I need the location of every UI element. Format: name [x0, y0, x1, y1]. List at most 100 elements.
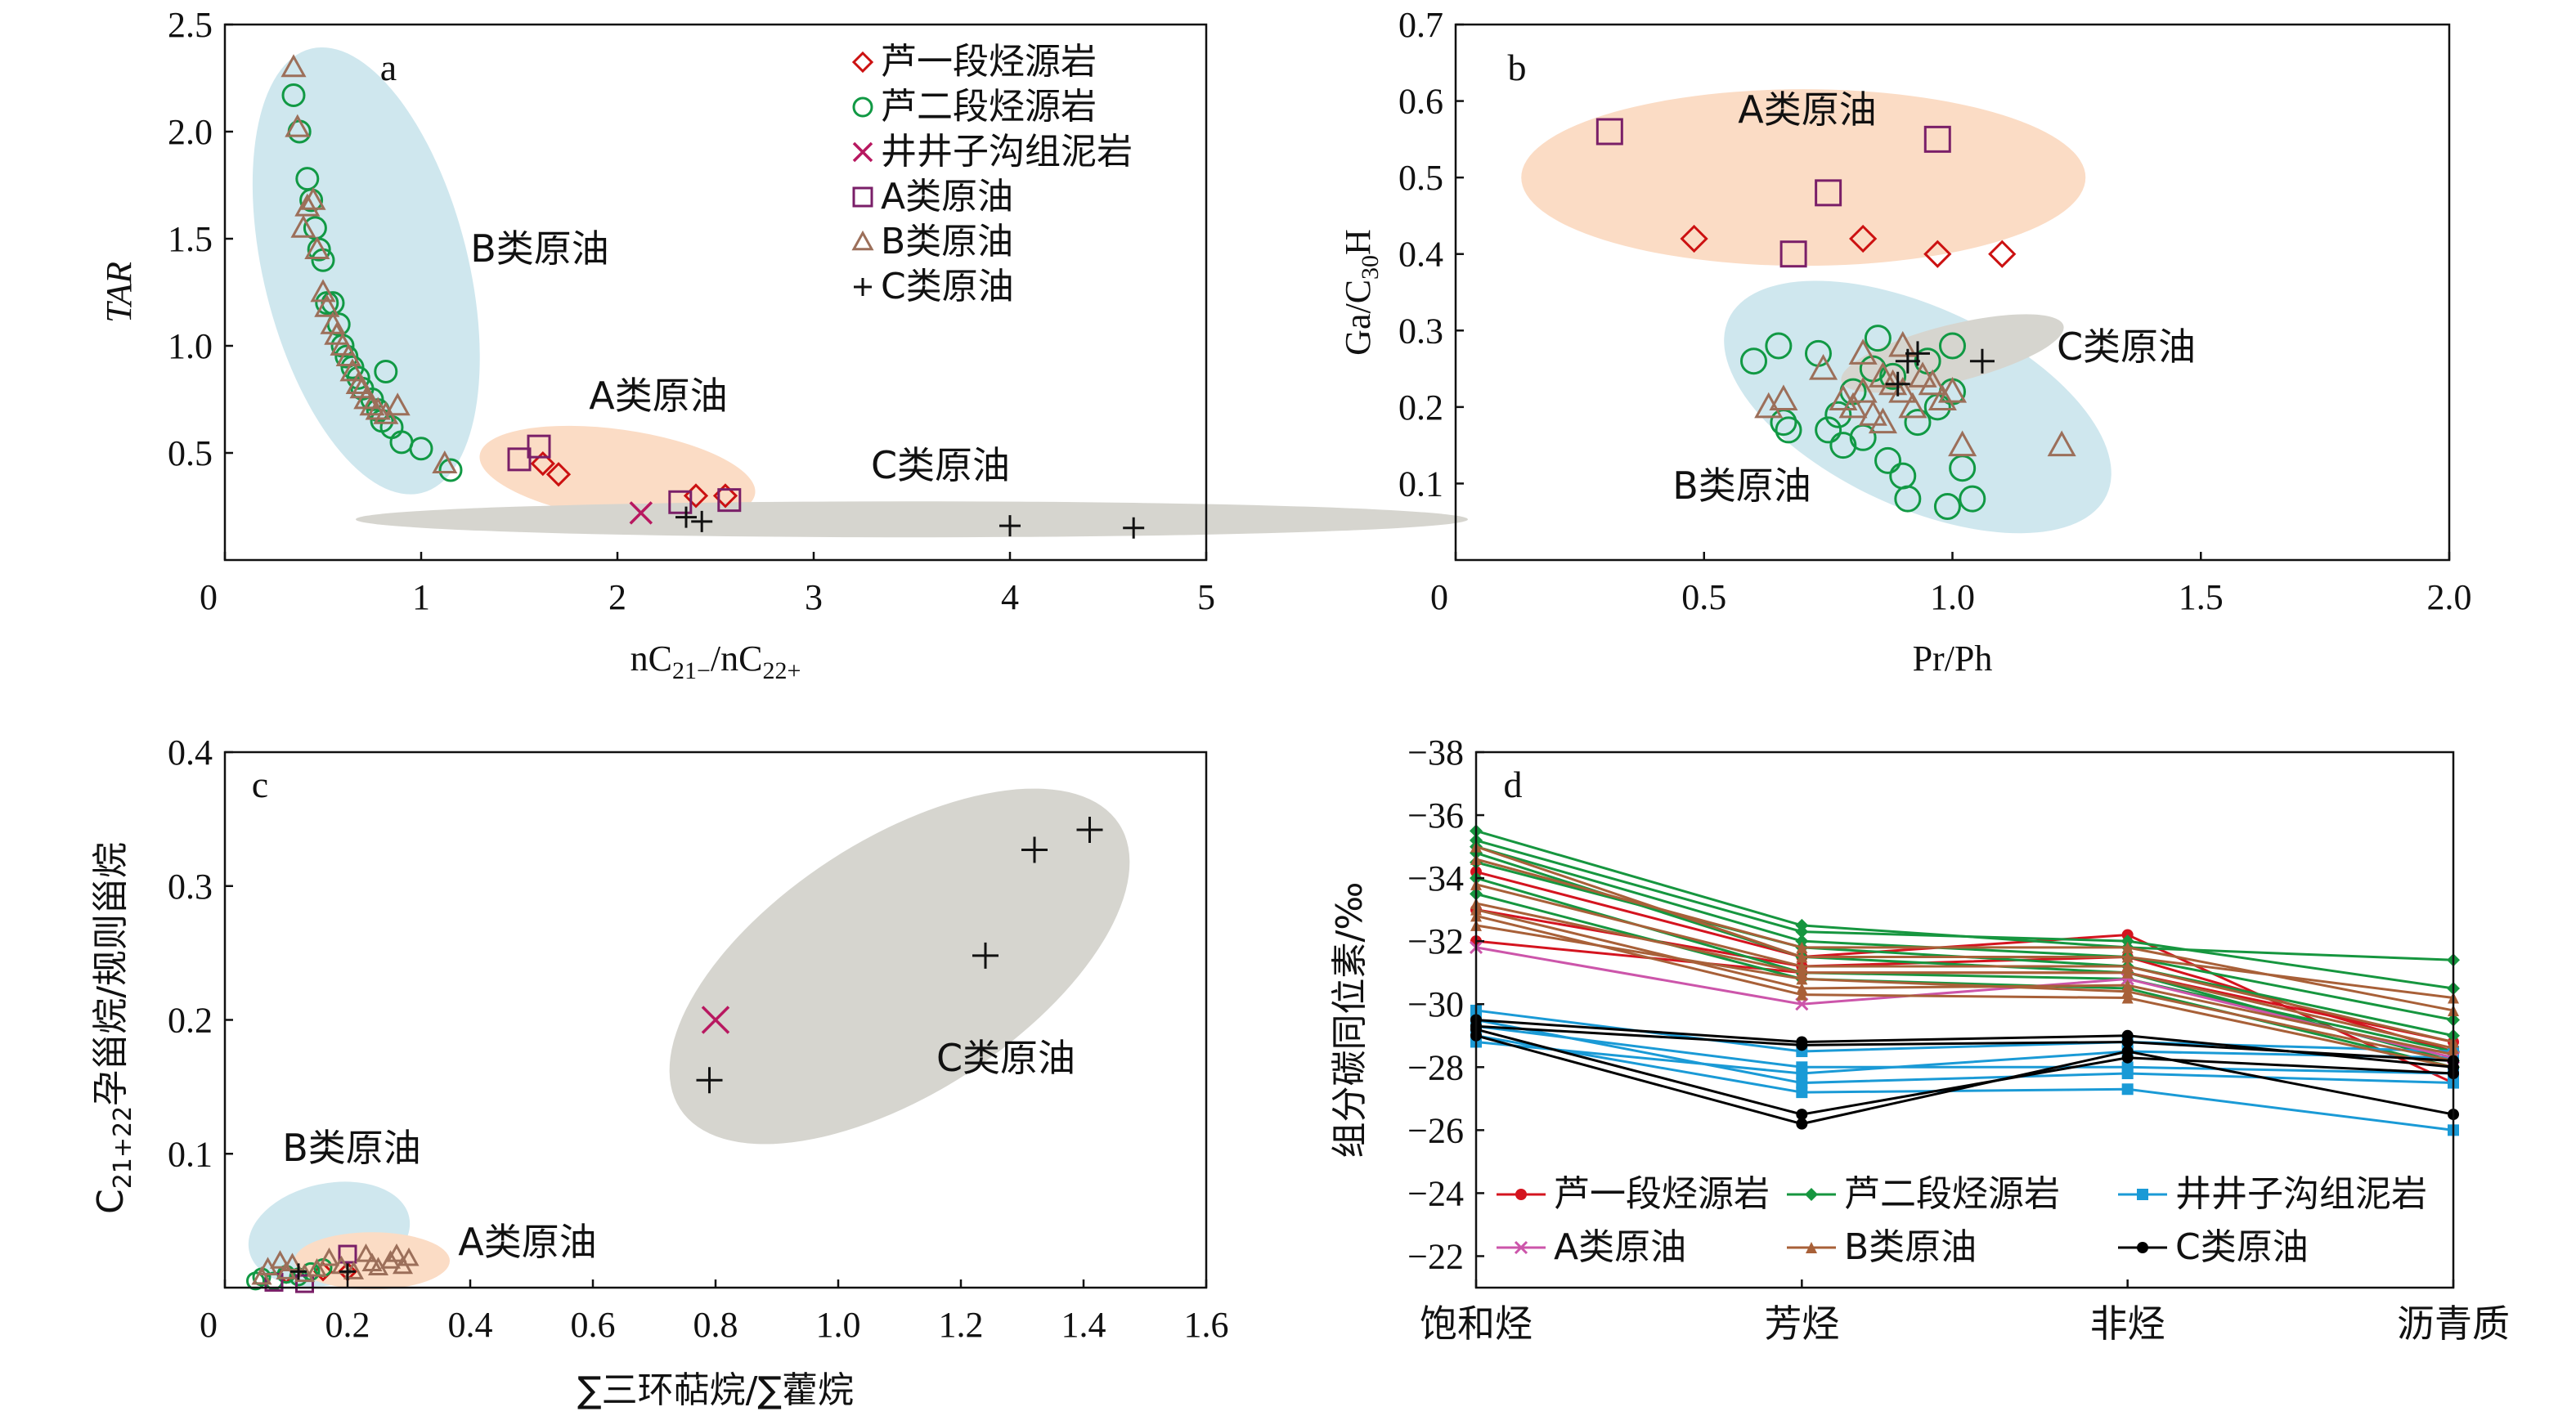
data-point [1765, 332, 1793, 360]
x-axis-label: Pr/Ph [1913, 639, 1993, 679]
data-point [1948, 430, 1977, 457]
x-tick-label: 1.2 [939, 1305, 984, 1345]
series-line [1475, 908, 2454, 1056]
data-point [1514, 1240, 1528, 1255]
series-line [1475, 946, 2454, 1060]
data-point [1740, 347, 1767, 375]
data-point [1795, 925, 1809, 939]
data-point [280, 54, 307, 78]
data-point [1796, 973, 1808, 985]
series-line [1475, 845, 2454, 1000]
data-point [1680, 224, 1708, 253]
y-tick-label: 0.5 [168, 433, 213, 473]
series-line [1475, 1034, 2454, 1131]
data-point [1515, 1189, 1527, 1200]
data-point [290, 1263, 307, 1280]
annotation-c-oil: C类原油 [936, 1036, 1075, 1080]
series-line [1475, 1028, 2454, 1116]
data-point [1937, 377, 1968, 403]
x-tick-label: 1.5 [2179, 577, 2224, 617]
data-point [1021, 836, 1048, 863]
series-line [1475, 870, 2454, 1084]
legend-marker [852, 96, 873, 118]
data-point [2121, 941, 2134, 953]
data-point [1888, 330, 1918, 357]
data-point [1829, 432, 1857, 459]
series-line [1475, 883, 2454, 1043]
legend-marker [852, 141, 873, 163]
y-tick-label: −28 [1407, 1047, 1464, 1087]
y-tick-label: 2.0 [168, 112, 213, 152]
x-tick-label: 1.4 [1061, 1305, 1106, 1345]
data-point [345, 371, 371, 395]
region-c-oil [356, 501, 1468, 538]
data-point [2047, 430, 2076, 457]
y-tick-label: −26 [1407, 1110, 1464, 1150]
annotation-c-oil: C类原油 [2057, 325, 2196, 369]
data-point [314, 294, 340, 317]
legend-marker [852, 186, 873, 208]
data-point [717, 488, 742, 513]
data-point [2121, 961, 2134, 972]
series-line [1475, 914, 2454, 1069]
data-point [1849, 224, 1878, 253]
legend-label: 芦一段烃源岩 [881, 41, 1097, 83]
region-a-oil [1521, 89, 2086, 267]
x-tick-label: 0 [200, 577, 218, 617]
y-tick-label: −30 [1407, 984, 1464, 1024]
legend-label: B类原油 [1844, 1226, 1977, 1268]
region-fills [248, 47, 2112, 1290]
legend-label: C类原油 [2175, 1226, 2309, 1268]
data-point [1809, 353, 1838, 380]
panel-d-frame [1474, 751, 2455, 1289]
series-line [1475, 851, 2454, 1063]
series-line [1475, 1024, 2454, 1075]
data-point [1838, 392, 1868, 419]
data-point [1796, 988, 1808, 1001]
y-tick-label: 0.1 [1398, 464, 1443, 504]
y-axis-label: 组分碳同位素/‰ [1329, 882, 1371, 1158]
legend-marker [854, 278, 872, 296]
data-point [355, 1243, 377, 1262]
y-axis-label: C21+22孕甾烷/规则甾烷 [90, 842, 137, 1214]
data-point [1796, 1077, 1808, 1089]
x-axis-label: ∑三环萜烷/∑藿烷 [577, 1369, 854, 1411]
x-tick-label: 0.2 [325, 1305, 370, 1345]
y-tick-label: 0.3 [1398, 311, 1443, 351]
data-point [1796, 941, 1808, 953]
series-line [1475, 892, 2454, 1069]
data-point [1894, 485, 1922, 513]
legend-marker [851, 230, 874, 251]
annotation-a-oil: A类原油 [1738, 87, 1876, 132]
data-layer [246, 54, 2461, 1293]
data-point [1775, 416, 1802, 444]
data-point [507, 447, 532, 472]
data-point [2121, 985, 2134, 997]
panel-label-d: d [1504, 764, 1523, 805]
series-line [1475, 845, 2454, 1021]
data-point [1796, 982, 1808, 994]
data-point [1779, 240, 1807, 268]
data-point [398, 1247, 420, 1266]
y-tick-label: −32 [1407, 921, 1464, 961]
region-b-oil [1724, 280, 2112, 534]
data-point [675, 506, 697, 528]
data-point [295, 1274, 314, 1293]
data-point [2121, 1051, 2134, 1064]
data-point [1595, 118, 1623, 146]
data-point [306, 1257, 328, 1277]
data-point [668, 490, 693, 514]
data-point [1769, 384, 1798, 410]
data-point [545, 462, 572, 487]
y-axis-label: Ga/C30H [1338, 229, 1384, 356]
data-point [1796, 1068, 1808, 1079]
data-point [1928, 384, 1957, 410]
data-point [2121, 1083, 2134, 1096]
data-point [1923, 240, 1952, 268]
x-tick-label: 0 [1430, 577, 1448, 617]
data-point [1864, 325, 1892, 352]
y-tick-label: 1.5 [168, 219, 213, 259]
data-point [1796, 1118, 1808, 1130]
series-line [1475, 1034, 2454, 1126]
data-point [1858, 400, 1887, 426]
